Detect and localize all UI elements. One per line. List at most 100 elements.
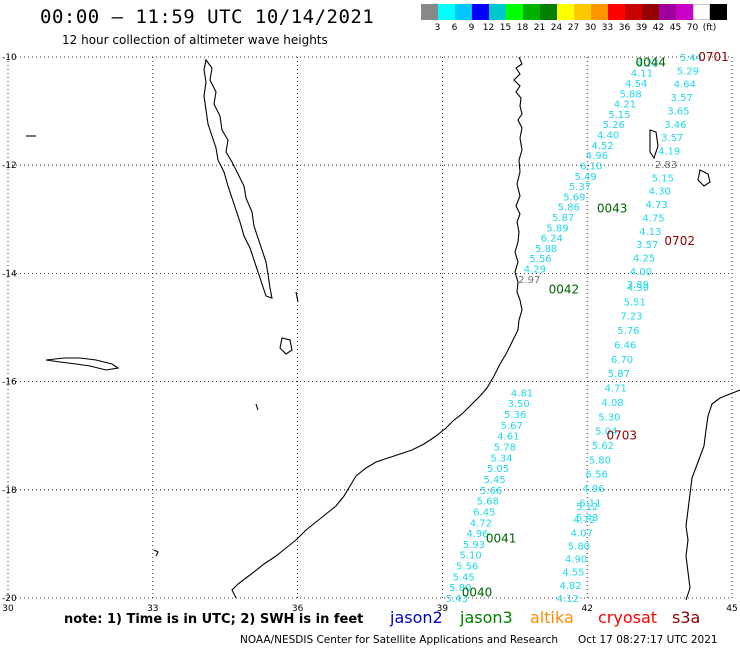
scale-swatch [455, 4, 472, 20]
wave-height-value: 5.44 [680, 53, 702, 64]
wave-height-value: 3.89 [627, 280, 649, 291]
wave-height-value: 4.00 [630, 267, 652, 278]
wave-height-value: 4.96 [586, 151, 608, 162]
wave-height-value: 5.04 [595, 427, 617, 438]
scale-label: 21 [533, 23, 546, 33]
wave-height-value: 3.65 [667, 106, 689, 117]
wave-height-value: 5.62 [592, 441, 614, 452]
wave-height-value: 5.37 [569, 182, 591, 193]
wave-height-value: 5.05 [487, 464, 509, 475]
lat-tick-label: -12 [2, 161, 17, 171]
axis-labels: 30 33 36 39 42 45 -10 -12 -14 -16 -18 -20 [2, 53, 738, 614]
wave-height-value: 3.57 [670, 93, 692, 104]
wave-height-value: 4.55 [562, 568, 584, 579]
wave-height-value: 4.54 [625, 79, 647, 90]
lon-tick-label: 36 [292, 604, 304, 614]
wave-height-value: 4.64 [674, 80, 696, 91]
wave-height-value: 5.80 [449, 583, 471, 594]
small-island-1 [255, 403, 259, 411]
wave-height-value: 6.45 [473, 507, 495, 518]
wave-height-value: 4.30 [649, 187, 671, 198]
wave-height-value: 5.88 [620, 89, 642, 100]
wave-height-value: 4.96 [582, 484, 604, 495]
scale-label: (ft) [702, 23, 717, 33]
wave-height-value: 4.30 [627, 283, 649, 294]
wave-height-value: 5.45 [483, 475, 505, 486]
wave-height-value: 4.25 [633, 253, 655, 264]
wave-height-value: 7.23 [620, 312, 642, 323]
mission-legend-jason2: jason2 [390, 608, 443, 627]
wave-height-value: 5.86 [558, 203, 580, 214]
wave-height-value: 4.72 [470, 518, 492, 529]
wave-height-value: 5.34 [490, 453, 512, 464]
scale-label: 36 [618, 23, 631, 33]
scale-swatch [591, 4, 608, 20]
scale-label: 27 [567, 23, 580, 33]
wave-height-value: 4.72 [573, 515, 595, 526]
wave-height-value: 4.96 [466, 529, 488, 540]
scale-label: 24 [550, 23, 563, 33]
wave-height-value: 3.46 [664, 120, 686, 131]
scale-swatch [506, 4, 523, 20]
lon-tick-label: 45 [726, 604, 737, 614]
scale-label: 42 [652, 23, 665, 33]
scale-swatch [693, 4, 710, 20]
map-title: 00:00 – 11:59 UTC 10/14/2021 [40, 6, 375, 28]
comoros-island [649, 129, 659, 160]
wave-height-value: 4.07 [571, 528, 593, 539]
wave-height-value: 5.76 [617, 326, 639, 337]
scale-swatch [523, 4, 540, 20]
wave-height-value: 5.36 [504, 410, 526, 421]
wave-height-value: 4.13 [639, 227, 661, 238]
lon-tick-label: 39 [437, 604, 449, 614]
wave-height-value: 4.40 [597, 131, 619, 142]
wave-height-tracks: 4.224.114.545.884.215.155.264.404.524.96… [446, 53, 702, 605]
lake-chilwa [279, 337, 293, 355]
mainland-coast [231, 56, 523, 599]
lat-tick-label: -10 [2, 53, 17, 63]
wave-height-value: 5.68 [477, 497, 499, 508]
scale-label: 6 [451, 23, 458, 33]
pass-label: 0043 [597, 201, 628, 215]
wave-height-value: 5.78 [494, 443, 516, 454]
small-island-4 [295, 291, 299, 303]
wave-height-value: 4.90 [565, 555, 587, 566]
wave-height-value: 5.66 [480, 486, 502, 497]
lat-tick-label: -14 [2, 269, 17, 279]
scale-label: 9 [468, 23, 475, 33]
scale-swatch [574, 4, 591, 20]
wave-height-value: 5.93 [463, 540, 485, 551]
scale-swatch [625, 4, 642, 20]
wave-height-value: 4.52 [591, 141, 613, 152]
pass-labels: 0701 0044 0043 0702 0042 0703 0041 0040 [462, 50, 729, 600]
wave-height-value: 3.50 [507, 399, 529, 410]
scale-label: 30 [584, 23, 597, 33]
pass-label: 0041 [486, 531, 517, 545]
wave-height-value: 5.26 [603, 120, 625, 131]
wave-height-value: 5.43 [446, 594, 468, 605]
wave-height-value: 4.11 [631, 69, 653, 80]
wave-height-value: 4.21 [614, 100, 636, 111]
lon-tick-label: 33 [147, 604, 158, 614]
wave-height-value: 4.22 [636, 58, 658, 69]
wave-height-value: 4.08 [601, 398, 623, 409]
scale-label: 39 [635, 23, 648, 33]
footer-note: note: 1) Time is in UTC; 2) SWH is in fe… [64, 612, 364, 627]
lat-tick-label: -16 [2, 378, 17, 388]
wave-height-value: 4.73 [645, 200, 667, 211]
wave-height-value: 4.61 [497, 432, 519, 443]
lake-malawi [203, 58, 273, 299]
credit-line: NOAA/NESDIS Center for Satellite Applica… [240, 634, 558, 646]
wave-height-value: 5.80 [568, 541, 590, 552]
wave-height-value: 5.87 [608, 369, 630, 380]
wave-height-value: 5.56 [456, 562, 478, 573]
lat-lon-grid [7, 56, 733, 599]
scale-label: 15 [499, 23, 512, 33]
pass-label: 0703 [607, 429, 638, 443]
wave-height-value: 5.45 [453, 572, 475, 583]
wave-height-value: 5.43 [576, 513, 598, 524]
scale-swatch [642, 4, 659, 20]
wave-height-value: 6.11 [579, 498, 601, 509]
wave-height-value: 5.12 [576, 502, 598, 513]
lat-tick-label: -18 [2, 486, 17, 496]
